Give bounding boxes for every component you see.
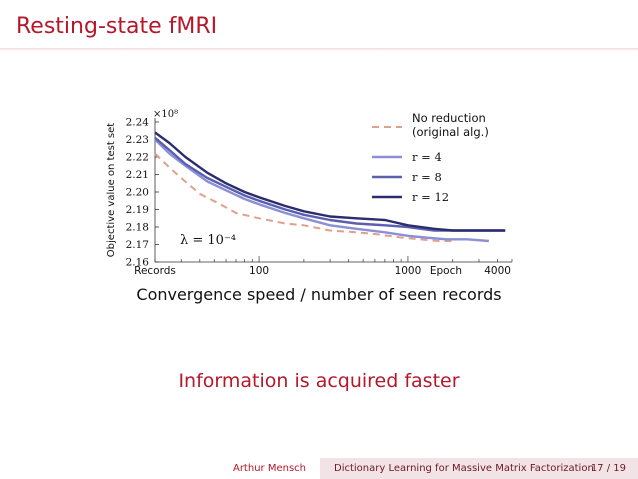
series-line-0 bbox=[154, 152, 453, 242]
key-message: Information is acquired faster bbox=[178, 370, 460, 392]
series-line-1 bbox=[154, 138, 489, 243]
series-line-3 bbox=[154, 131, 506, 232]
x-tick-label: 100 bbox=[249, 265, 269, 277]
chart-caption: Convergence speed / number of seen recor… bbox=[136, 285, 502, 304]
x-tick-label: Epoch bbox=[430, 265, 462, 277]
legend-label-1: r = 4 bbox=[412, 150, 442, 164]
y-tick-label: 2.21 bbox=[126, 169, 149, 181]
y-axis-label: Objective value on test set bbox=[106, 123, 117, 257]
legend-label-0: (original alg.) bbox=[412, 125, 489, 139]
x-tick-label: Records bbox=[134, 265, 176, 277]
chart-axes: 2.24 2.23 2.22 2.21 2.20 2.19 2.18 2.17 2.16Reco… bbox=[126, 117, 513, 277]
y-tick-label: 2.20 bbox=[126, 187, 149, 199]
y-tick-label: 2.24 bbox=[126, 117, 150, 129]
footer-author: Arthur Mensch bbox=[232, 463, 306, 474]
chart-legend: No reduction(original alg.) r = 4 r = 8 r =… bbox=[372, 111, 489, 204]
y-tick-label: 2.19 bbox=[126, 204, 149, 216]
y-tick-label: 2.23 bbox=[126, 134, 149, 146]
y-tick-label: 2.16 bbox=[126, 257, 150, 269]
slide-title: Resting-state fMRI bbox=[16, 14, 218, 39]
lambda-annotation: λ = 10⁻⁴ bbox=[180, 233, 236, 248]
x-tick-label: 4000 bbox=[484, 265, 511, 277]
title-divider bbox=[0, 48, 638, 51]
convergence-chart: 2.24 2.23 2.22 2.21 2.20 2.19 2.18 2.17 2.16Reco… bbox=[106, 109, 513, 277]
footer-page-number: 17 / 19 bbox=[590, 463, 626, 474]
legend-label-3: r = 12 bbox=[412, 190, 449, 204]
y-tick-label: 2.17 bbox=[126, 239, 149, 251]
legend-label-0: No reduction bbox=[412, 111, 486, 125]
slide-footer: Arthur Mensch Dictionary Learning for Ma… bbox=[0, 458, 638, 479]
chart-series bbox=[154, 131, 506, 243]
y-tick-label: 2.22 bbox=[126, 152, 149, 164]
legend-label-2: r = 8 bbox=[412, 170, 442, 184]
y-tick-label: 2.18 bbox=[126, 222, 149, 234]
footer-talk-title: Dictionary Learning for Massive Matrix F… bbox=[320, 458, 638, 479]
y-multiplier-label: ×10⁸ bbox=[153, 109, 178, 120]
x-tick-label: 1000 bbox=[395, 265, 422, 277]
